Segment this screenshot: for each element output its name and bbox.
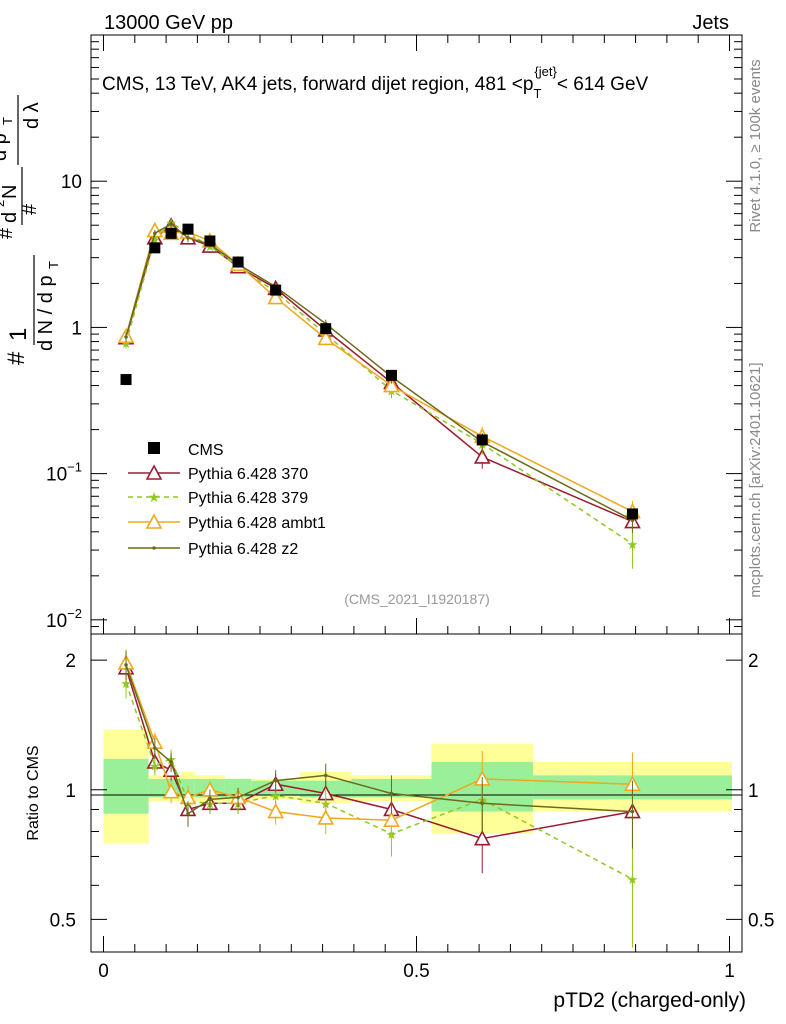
side-label-rivet: Rivet 4.1.0, ≥ 100k events bbox=[747, 59, 764, 232]
svg-text:#: # bbox=[3, 351, 30, 365]
svg-text:1: 1 bbox=[5, 328, 32, 341]
ratio-series-point bbox=[323, 773, 328, 778]
ratio-y-tick-label: 0.5 bbox=[50, 910, 76, 931]
svg-text:d p: d p bbox=[0, 133, 11, 161]
ratio-series-point bbox=[267, 802, 284, 819]
legend-label-379: Pythia 6.428 379 bbox=[188, 490, 308, 507]
main-series-point: ★ bbox=[120, 336, 132, 351]
main-series-point: ★ bbox=[149, 232, 161, 247]
svg-text:2: 2 bbox=[0, 200, 7, 207]
svg-text:d N / d p: d N / d p bbox=[35, 275, 57, 351]
legend-label-370: Pythia 6.428 370 bbox=[188, 466, 308, 483]
legend-marker-ambt1 bbox=[145, 513, 163, 529]
main-y-tick-label: 10−2 bbox=[46, 606, 82, 632]
main-series-point bbox=[124, 335, 128, 339]
ratio-series-point bbox=[153, 746, 157, 750]
svg-text:T: T bbox=[46, 261, 61, 269]
ratio-series-point: ★ bbox=[149, 758, 161, 773]
ratio-y-tick-label-right: 2 bbox=[748, 651, 759, 672]
side-label-mcplots: mcplots.cern.ch [arXiv:2401.10621] bbox=[747, 362, 764, 597]
title-superscript: {jet} bbox=[534, 64, 557, 79]
ratio-series-point bbox=[162, 782, 180, 799]
cms-data-point bbox=[320, 323, 332, 335]
x-tick-label: 0.5 bbox=[403, 961, 429, 982]
x-tick-label: 0 bbox=[98, 961, 109, 982]
ratio-band-green bbox=[148, 778, 162, 798]
svg-text:#: # bbox=[0, 227, 17, 239]
cms-data-point bbox=[270, 284, 282, 296]
x-tick-label: 1 bbox=[724, 961, 735, 982]
main-y-tick-label: 10 bbox=[61, 172, 82, 193]
ratio-series-line bbox=[125, 667, 633, 840]
y-axis-label-main: # 1 d N / d p T # d 2 N # d p T d λ bbox=[0, 95, 61, 365]
cms-data-point bbox=[232, 256, 244, 268]
cms-data-point bbox=[182, 223, 194, 235]
main-series-point: ★ bbox=[627, 537, 639, 552]
main-series-point bbox=[153, 231, 157, 236]
svg-text:N: N bbox=[0, 185, 21, 199]
ratio-series-point bbox=[473, 829, 491, 846]
title-subscript: T bbox=[533, 86, 541, 101]
ratio-series-point bbox=[208, 797, 212, 802]
legend-label-z2: Pythia 6.428 z2 bbox=[188, 541, 298, 558]
header-left: 13000 GeV pp bbox=[104, 12, 233, 34]
main-series-point bbox=[383, 376, 400, 393]
legend: CMS Pythia 6.428 370 ★ Pythia 6.428 379 … bbox=[128, 442, 326, 558]
main-y-tick-label: 1 bbox=[71, 318, 82, 339]
ratio-y-tick-label: 2 bbox=[65, 651, 76, 672]
x-axis-label: pTD2 (charged-only) bbox=[553, 989, 746, 1012]
ratio-series-layer: ★★★★★★★★★★★ bbox=[117, 649, 641, 948]
ratio-series-point bbox=[317, 809, 335, 825]
ratio-series-point: ★ bbox=[120, 676, 132, 691]
ratio-series-point: ★ bbox=[270, 788, 282, 803]
main-series-point bbox=[317, 329, 335, 346]
header-right: Jets bbox=[692, 12, 729, 34]
axis-tick-labels: 10 1 10−1 10−2 2 2 1 1 0.5 0.5 0 0.5 1 bbox=[46, 172, 774, 982]
legend-marker-370 bbox=[145, 464, 163, 480]
ratio-series-point bbox=[383, 811, 400, 827]
ratio-series-point: ★ bbox=[627, 872, 639, 887]
legend-marker-cms bbox=[148, 442, 160, 454]
y-axis-label-ratio: Ratio to CMS bbox=[25, 745, 42, 840]
ratio-series-point bbox=[389, 791, 394, 796]
cms-data-point bbox=[626, 508, 638, 520]
ratio-series-point bbox=[186, 811, 190, 816]
cms-data-point bbox=[165, 227, 177, 239]
main-series-point bbox=[473, 448, 491, 464]
axis-ticks bbox=[91, 34, 742, 952]
legend-label-ambt1: Pythia 6.428 ambt1 bbox=[188, 515, 326, 532]
cms-data-point bbox=[204, 235, 216, 247]
ratio-series-point bbox=[630, 809, 635, 814]
analysis-id: (CMS_2021_I1920187) bbox=[344, 591, 490, 607]
ratio-y-tick-label: 1 bbox=[65, 781, 76, 802]
main-series-point bbox=[267, 288, 284, 305]
legend-marker-379: ★ bbox=[148, 489, 161, 505]
ratio-series-point bbox=[480, 801, 485, 806]
ratio-series-point bbox=[236, 795, 240, 800]
ratio-series-point bbox=[124, 663, 128, 667]
svg-text:#: # bbox=[19, 203, 41, 215]
ratio-band-green bbox=[103, 758, 149, 814]
ratio-y-tick-label-right: 0.5 bbox=[748, 910, 774, 931]
svg-text:d: d bbox=[0, 212, 21, 223]
ratio-y-tick-label-right: 1 bbox=[748, 781, 759, 802]
main-series-point bbox=[186, 236, 190, 240]
cms-data-point bbox=[476, 434, 488, 446]
legend-label-cms: CMS bbox=[188, 442, 224, 459]
cms-data-point bbox=[149, 242, 161, 254]
ratio-series-point bbox=[273, 778, 278, 783]
cms-data-point bbox=[120, 374, 132, 386]
main-series-point bbox=[169, 222, 173, 226]
chart-title: CMS, 13 TeV, AK4 jets, forward dijet reg… bbox=[102, 64, 649, 101]
main-y-tick-label: 10−1 bbox=[46, 460, 82, 486]
ratio-series-point bbox=[169, 760, 173, 764]
svg-text:d λ: d λ bbox=[21, 102, 43, 129]
legend-marker-z2 bbox=[152, 546, 156, 550]
cms-data-point bbox=[385, 369, 397, 381]
svg-text:T: T bbox=[0, 117, 15, 125]
cms-data-points bbox=[120, 223, 638, 520]
